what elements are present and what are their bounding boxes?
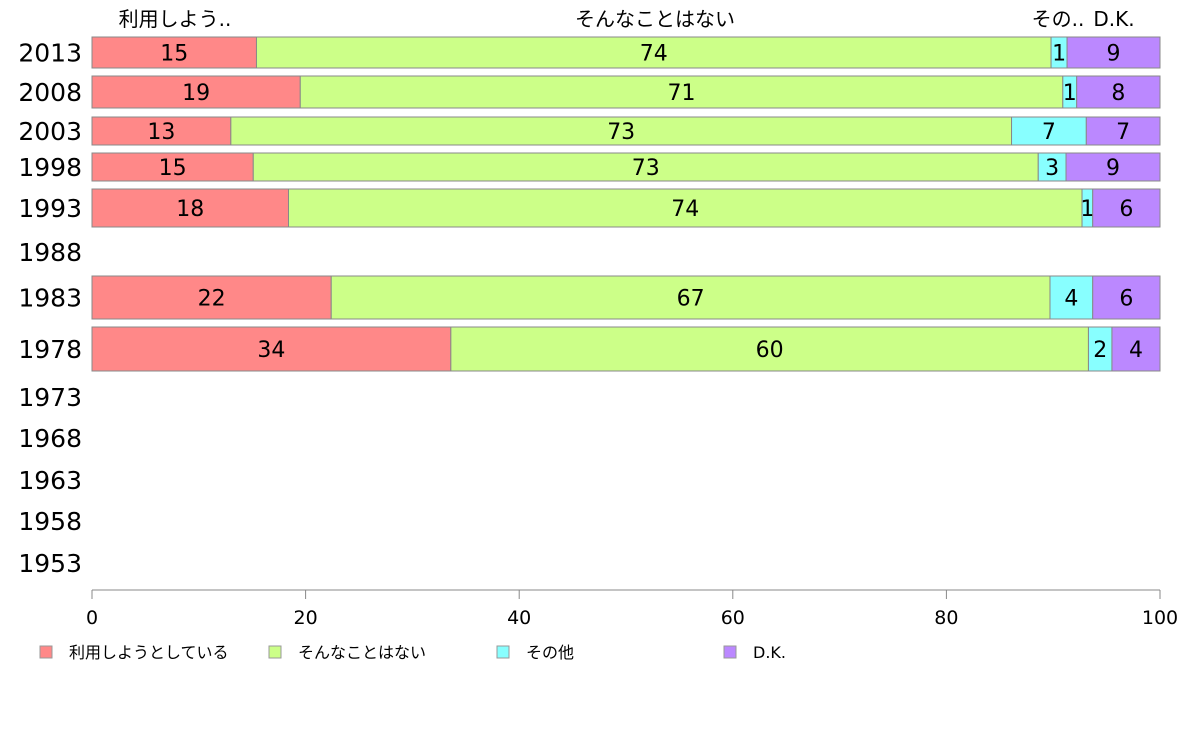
bar-segment-2008-1 xyxy=(299,75,1064,109)
data-label-1993-1: 74 xyxy=(671,197,699,222)
legend-label-0: 利用しようとしている xyxy=(69,643,229,662)
data-label-1993-2: 1 xyxy=(1080,197,1094,222)
data-label-2003-0: 13 xyxy=(147,120,175,145)
bar-segment-1998-1 xyxy=(252,152,1039,182)
category-label-1998: 1998 xyxy=(18,153,82,182)
bar-segment-1978-1 xyxy=(450,326,1089,372)
bar-segment-1978-3 xyxy=(1111,326,1161,372)
bar-segment-1998-0 xyxy=(91,152,254,182)
bar-segment-1993-3 xyxy=(1092,188,1161,228)
x-tick-label-20: 20 xyxy=(294,607,318,629)
legend-swatch-0 xyxy=(39,645,53,659)
category-label-1988: 1988 xyxy=(18,238,82,267)
bar-segment-1998-2 xyxy=(1037,152,1067,182)
category-label-1968: 1968 xyxy=(18,424,82,453)
legend-swatch-1 xyxy=(268,645,282,659)
data-label-1983-2: 4 xyxy=(1064,287,1078,312)
bar-segment-1983-1 xyxy=(330,275,1051,320)
category-label-1963: 1963 xyxy=(18,466,82,495)
bar-segment-2003-0 xyxy=(91,116,232,146)
bar-segment-2013-0 xyxy=(91,36,257,69)
bar-segment-1978-0 xyxy=(91,326,452,372)
x-tick-label-60: 60 xyxy=(721,607,745,629)
column-header: そんなことはない xyxy=(575,7,735,31)
data-label-2008-3: 8 xyxy=(1111,81,1125,106)
bar-segment-2013-3 xyxy=(1066,36,1161,69)
category-label-2003: 2003 xyxy=(18,117,82,146)
data-label-1993-0: 18 xyxy=(176,197,204,222)
data-label-2008-0: 19 xyxy=(182,81,210,106)
category-label-2013: 2013 xyxy=(18,39,82,68)
column-header: その.. xyxy=(1032,7,1085,31)
data-label-2008-2: 1 xyxy=(1063,81,1077,106)
data-label-2013-3: 9 xyxy=(1107,42,1121,67)
data-label-1983-0: 22 xyxy=(198,287,226,312)
bar-segment-2003-2 xyxy=(1011,116,1087,146)
bar-segment-1983-0 xyxy=(91,275,332,320)
data-label-1983-1: 67 xyxy=(677,287,705,312)
data-label-1978-0: 34 xyxy=(257,338,285,363)
bar-segment-2003-1 xyxy=(230,116,1013,146)
category-label-1993: 1993 xyxy=(18,194,82,223)
x-tick-label-40: 40 xyxy=(507,607,531,629)
data-label-2003-1: 73 xyxy=(607,120,635,145)
data-label-1978-2: 2 xyxy=(1093,338,1107,363)
data-label-1998-3: 9 xyxy=(1106,156,1120,181)
column-header: D.K. xyxy=(1093,7,1134,31)
data-label-2003-3: 7 xyxy=(1116,120,1130,145)
legend-swatch-2 xyxy=(496,645,510,659)
data-label-2003-2: 7 xyxy=(1042,120,1056,145)
category-label-1973: 1973 xyxy=(18,383,82,412)
data-label-2008-1: 71 xyxy=(668,81,696,106)
data-label-1998-2: 3 xyxy=(1045,156,1059,181)
category-label-1978: 1978 xyxy=(18,335,82,364)
bar-segment-2008-3 xyxy=(1076,75,1161,109)
bar-segment-2003-3 xyxy=(1085,116,1161,146)
data-label-2013-1: 74 xyxy=(640,42,668,67)
data-label-2013-0: 15 xyxy=(160,42,188,67)
legend-label-1: そんなことはない xyxy=(298,643,426,662)
data-label-1998-1: 73 xyxy=(632,156,660,181)
legend-label-2: その他 xyxy=(526,643,574,662)
bar-segment-1983-2 xyxy=(1049,275,1094,320)
category-label-1953: 1953 xyxy=(18,549,82,578)
bar-segment-2013-1 xyxy=(255,36,1052,69)
x-tick-label-0: 0 xyxy=(86,607,98,629)
legend-label-3: D.K. xyxy=(753,643,786,662)
x-tick-label-100: 100 xyxy=(1142,607,1178,629)
data-label-1983-3: 6 xyxy=(1119,287,1133,312)
x-tick-label-80: 80 xyxy=(934,607,958,629)
category-label-1983: 1983 xyxy=(18,284,82,313)
category-label-2008: 2008 xyxy=(18,78,82,107)
legend-swatch-3 xyxy=(723,645,737,659)
data-label-1998-0: 15 xyxy=(159,156,187,181)
data-label-1978-1: 60 xyxy=(756,338,784,363)
bar-segment-1998-3 xyxy=(1065,152,1161,182)
data-label-2013-2: 1 xyxy=(1052,42,1066,67)
category-label-1958: 1958 xyxy=(18,507,82,536)
bar-segment-2008-0 xyxy=(91,75,301,109)
column-header: 利用しよう.. xyxy=(119,7,232,31)
data-label-1978-3: 4 xyxy=(1129,338,1143,363)
data-label-1993-3: 6 xyxy=(1119,197,1133,222)
bar-segment-1983-3 xyxy=(1092,275,1161,320)
